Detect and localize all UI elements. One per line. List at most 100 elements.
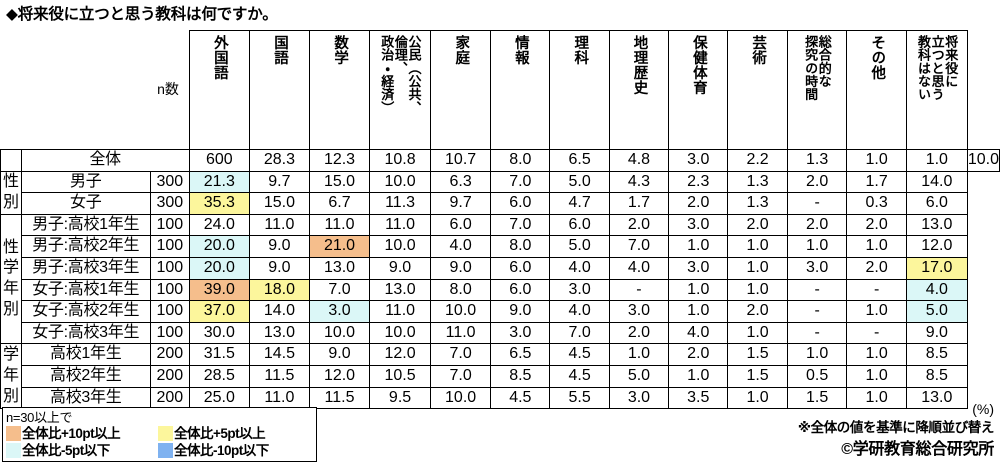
group-label-char: 学	[3, 346, 19, 364]
row-label: 男子:高校1年生	[20, 213, 151, 237]
cell-home_economics: 7.0	[430, 343, 492, 366]
header-line: 将来役に	[943, 35, 959, 88]
table-row: 性学年別男子:高校1年生 100 24.0 11.0 11.0 11.0 6.0 7.0 6.0…	[0, 213, 1000, 345]
cell-information: 6.0	[490, 278, 551, 302]
cell-health_pe: 3.0	[668, 256, 729, 280]
cell-none_useful: 5.0	[905, 300, 968, 323]
cell-math: 9.0	[308, 343, 371, 366]
cell-arts: 1.0	[727, 278, 788, 302]
legend-label-cyan: 全体比-5pt以下	[22, 443, 110, 458]
table-row: 女子:高校1年生 100 39.0 18.0 7.0 13.0 8.0 6.0 3.0-1.0 1…	[1, 278, 1000, 302]
header-line: 国語	[272, 35, 288, 65]
legend-item-orange: 全体比+10pt以上	[6, 425, 158, 442]
cell-home_economics: 9.7	[430, 192, 492, 215]
column-header-integrated_inquiry: 総合的な 探究の時間	[786, 30, 848, 150]
cell-civics: 9.5	[369, 386, 432, 410]
cell-science: 3.0	[549, 278, 610, 302]
cell-other: 1.0	[846, 235, 907, 258]
column-header-information: 情報	[490, 30, 551, 150]
cell-health_pe: 2.0	[668, 192, 729, 215]
cell-none_useful: 17.0	[905, 256, 968, 280]
header-corner-group	[1, 31, 22, 150]
legend-swatch-yellow	[158, 426, 173, 441]
table-row: 性別男子 300 21.3 9.7 15.0 10.0 6.3 7.0 5.0 4.3 2.3 1.3…	[0, 170, 1000, 215]
cell-health_pe: 3.0	[668, 213, 729, 237]
vertical-text-wrap: 地理歴史	[610, 33, 668, 147]
cell-math: 10.0	[308, 321, 371, 345]
vertical-text-wrap: 数学	[310, 33, 369, 147]
cell-none_useful: 8.5	[905, 364, 968, 388]
vertical-text-wrap: その他	[847, 33, 905, 147]
column-header-foreign_language: 外国語	[188, 30, 250, 150]
cell-home_economics: 6.0	[430, 213, 492, 237]
row-n-value: 300	[149, 192, 190, 215]
vertical-text-wrap: 芸術	[728, 33, 786, 147]
cell-arts: 1.0	[727, 321, 788, 345]
cell-integrated_inquiry: 2.0	[786, 170, 848, 194]
cell-arts: 1.3	[727, 192, 788, 215]
column-header-geography_history: 地理歴史	[608, 30, 670, 150]
cell-foreign_language: 30.0	[188, 321, 250, 345]
vertical-text-wrap: 理科	[550, 33, 608, 147]
header-line: 探究の時間	[803, 35, 819, 101]
cell-geography_history: 2.0	[608, 321, 670, 345]
cell-geography_history: 3.0	[668, 149, 729, 172]
cell-japanese: 9.0	[248, 256, 310, 280]
cell-geography_history: -	[608, 278, 670, 302]
row-n-value: 300	[149, 170, 190, 194]
cell-japanese: 11.0	[248, 386, 310, 410]
header-row: n数 外国語 国語 数学 公民（公共、 倫理、 政治・経済） 家庭 情報 理科 地理歴史 保健体育芸…	[1, 30, 1000, 150]
cell-civics: 10.0	[369, 170, 432, 194]
cell-home_economics: 10.0	[430, 386, 492, 410]
cell-math: 21.0	[308, 235, 371, 258]
cell-home_economics: 10.0	[430, 300, 492, 323]
cell-none_useful: 12.0	[905, 235, 968, 258]
header-line: 政治・経済）	[379, 35, 395, 115]
cell-integrated_inquiry: 1.0	[786, 235, 848, 258]
header-line: 情報	[512, 35, 529, 65]
cell-civics: 10.0	[369, 321, 432, 345]
cell-geography_history: 5.0	[608, 364, 670, 388]
cell-home_economics: 8.0	[490, 149, 551, 172]
row-label: 高校1年生	[20, 343, 151, 366]
column-header-health_pe: 保健体育	[668, 30, 729, 150]
cell-foreign_language: 35.3	[188, 192, 250, 215]
vertical-text-wrap: 公民（公共、 倫理、 政治・経済）	[370, 33, 430, 147]
cell-none_useful: 8.5	[905, 343, 968, 366]
table-row: 女子 300 35.3 15.0 6.7 11.3 9.7 6.0 4.7 1.7 2.0 1.3-0…	[1, 192, 1000, 215]
cell-civics: 10.5	[369, 364, 432, 388]
cell-foreign_language: 28.3	[248, 149, 310, 172]
cell-integrated_inquiry: 3.0	[786, 256, 848, 280]
cell-other: -	[846, 278, 907, 302]
cell-home_economics: 8.0	[430, 278, 492, 302]
cell-health_pe: 1.0	[668, 235, 729, 258]
cell-health_pe: 1.0	[668, 278, 729, 302]
cell-civics: 9.0	[369, 256, 432, 280]
cell-integrated_inquiry: 1.0	[846, 149, 907, 172]
cell-arts: 2.0	[727, 300, 788, 323]
row-n-value: 100	[149, 278, 190, 302]
cell-home_economics: 4.0	[430, 235, 492, 258]
cell-foreign_language: 28.5	[188, 364, 250, 388]
cell-geography_history: 3.0	[608, 386, 670, 410]
cell-science: 4.5	[549, 343, 610, 366]
group-label-char: 年	[3, 280, 19, 298]
legend-swatch-orange	[6, 426, 21, 441]
column-header-japanese: 国語	[248, 30, 310, 150]
cell-information: 4.5	[490, 386, 551, 410]
cell-integrated_inquiry: -	[786, 300, 848, 323]
header-line: 立つと思う	[929, 35, 945, 101]
cell-other: 1.0	[846, 300, 907, 323]
cell-other: 0.3	[846, 192, 907, 215]
cell-health_pe: 2.3	[668, 170, 729, 194]
cell-civics: 11.0	[369, 300, 432, 323]
table-body: 全体 600 28.3 12.3 10.8 10.7 8.0 6.5 4.8 3.0 2.2 1.3 1…	[0, 149, 1000, 410]
legend-swatch-cyan	[6, 443, 21, 458]
row-label: 男子:高校2年生	[20, 235, 151, 258]
cell-health_pe: 2.2	[727, 149, 788, 172]
cell-foreign_language: 37.0	[188, 300, 250, 323]
cell-information: 6.5	[549, 149, 610, 172]
cell-home_economics: 9.0	[430, 256, 492, 280]
row-n-value: 100	[149, 213, 190, 237]
cell-math: 6.7	[308, 192, 371, 215]
